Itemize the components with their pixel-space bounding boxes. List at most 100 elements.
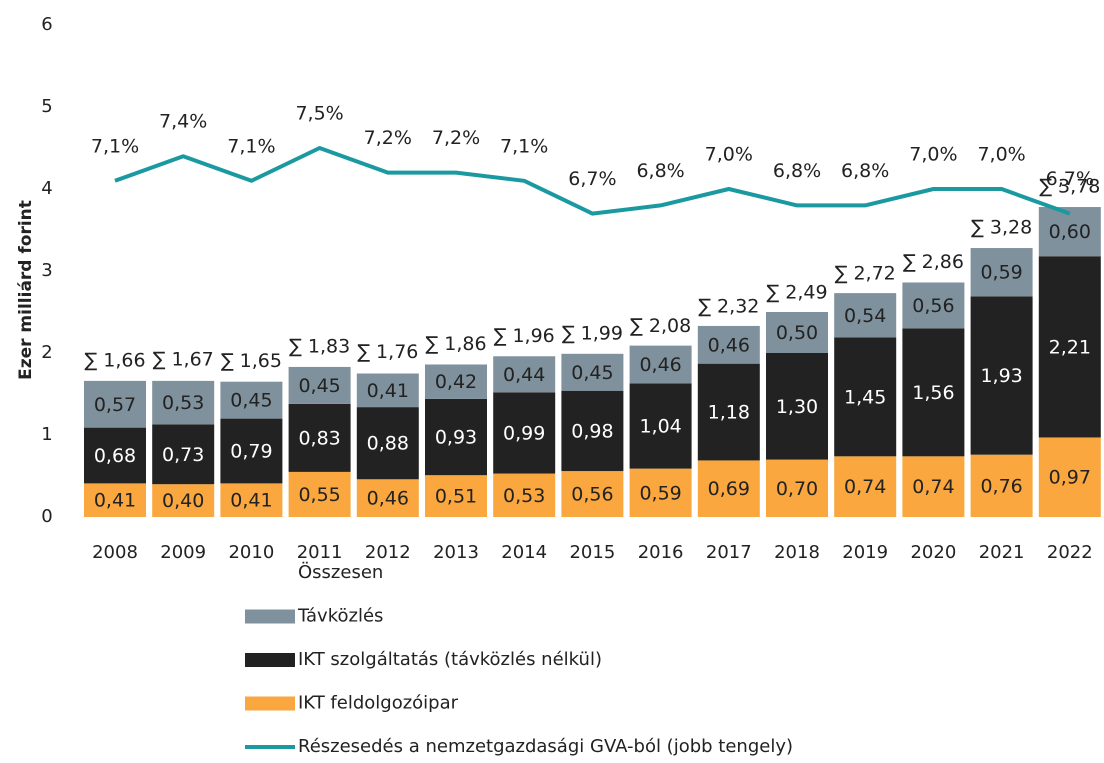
bar-segment	[220, 381, 283, 419]
bar-segment	[766, 312, 828, 353]
legend-label: IKT szolgáltatás (távközlés nélkül)	[298, 649, 602, 670]
bar-segment	[561, 390, 624, 472]
x-tick-label: 2016	[638, 542, 684, 563]
bar-segment	[970, 296, 1033, 455]
x-tick-label: 2022	[1047, 542, 1093, 563]
bar-segment	[902, 282, 965, 329]
bar-segment	[493, 392, 556, 474]
data-label: 1,04	[639, 415, 681, 437]
y-tick-label: 3	[41, 260, 52, 281]
line-label: 7,2%	[432, 127, 480, 149]
bar-segment	[970, 248, 1033, 297]
line-label: 6,7%	[1046, 168, 1094, 190]
legend-label: Távközlés	[297, 606, 383, 627]
total-label: ∑ 1,66	[84, 349, 145, 371]
line-label: 7,2%	[364, 127, 412, 149]
total-label: ∑ 1,76	[357, 341, 418, 363]
total-label: ∑ 1,67	[153, 349, 214, 371]
data-label: 0,56	[571, 484, 613, 506]
data-label: 0,57	[94, 394, 136, 416]
data-label: 1,93	[980, 365, 1022, 387]
x-tick-label: 2015	[569, 542, 615, 563]
bar-segment	[1038, 437, 1101, 517]
total-label: ∑ 2,86	[903, 251, 964, 273]
total-label: ∑ 1,83	[289, 335, 350, 357]
bar-segment	[493, 356, 556, 393]
x-tick-label: 2018	[774, 542, 820, 563]
data-label: 0,50	[776, 322, 818, 344]
data-label: 0,41	[94, 490, 136, 512]
y-tick-label: 1	[41, 424, 52, 445]
bar-segment	[356, 373, 419, 408]
data-label: 0,45	[571, 362, 613, 384]
bar-segment	[970, 454, 1033, 517]
data-label: 0,40	[162, 490, 204, 512]
x-tick-label: 2021	[979, 542, 1025, 563]
bar-segment	[561, 471, 624, 517]
data-label: 0,59	[980, 262, 1022, 284]
bar-segment	[629, 345, 692, 384]
total-label: ∑ 2,49	[766, 281, 827, 303]
bar-segment	[834, 293, 897, 338]
bar-segment	[1038, 207, 1101, 257]
bar-segment	[629, 383, 692, 469]
data-label: 0,46	[639, 354, 681, 376]
data-label: 0,70	[776, 478, 818, 500]
x-tick-label: 2008	[92, 542, 138, 563]
line-label: 6,8%	[841, 160, 889, 182]
total-label: ∑ 1,86	[425, 333, 486, 355]
y-tick-label: 6	[41, 14, 52, 35]
line-label: 7,0%	[977, 144, 1025, 166]
bar-segment	[697, 363, 760, 461]
data-label: 0,45	[298, 375, 340, 397]
y-tick-label: 2	[41, 342, 52, 363]
line-label: 7,1%	[91, 135, 139, 157]
bar-segment	[493, 473, 556, 517]
bar-segment	[766, 353, 828, 460]
bar-segment	[766, 459, 828, 517]
bar-segment	[84, 427, 146, 484]
legend-swatch	[245, 609, 295, 624]
total-label: ∑ 3,28	[971, 217, 1032, 239]
bar-segment	[84, 483, 146, 517]
bar-segment	[1038, 256, 1101, 438]
data-label: 0,68	[94, 445, 136, 467]
data-label: 0,56	[912, 295, 954, 317]
data-label: 0,93	[435, 427, 477, 449]
line-label: 6,8%	[636, 160, 684, 182]
data-label: 0,74	[844, 476, 886, 498]
data-label: 0,69	[708, 478, 750, 500]
legend-label: Részesedés a nemzetgazdasági GVA-ból (jo…	[298, 736, 793, 757]
x-tick-label: 2011	[297, 542, 343, 563]
bar-segment	[697, 460, 760, 517]
total-label: ∑ 2,08	[630, 315, 691, 337]
line-label: 7,1%	[500, 135, 548, 157]
x-tick-label: 2017	[706, 542, 752, 563]
y-tick-label: 0	[41, 506, 52, 527]
bar-segment	[288, 471, 351, 517]
data-label: 0,46	[367, 488, 409, 510]
data-label: 0,97	[1049, 467, 1091, 489]
data-label: 0,46	[708, 334, 750, 356]
x-tick-label: 2020	[910, 542, 956, 563]
line	[114, 146, 1071, 216]
bar-segment	[288, 366, 351, 404]
line-label: 7,0%	[705, 144, 753, 166]
y-tick-label: 4	[41, 178, 52, 199]
total-label: ∑ 3,78	[1039, 176, 1100, 198]
data-label: 0,54	[844, 305, 886, 327]
bar-segment	[902, 328, 965, 457]
bar-segment	[152, 380, 215, 425]
bar-segment	[425, 364, 487, 399]
data-label: 0,55	[298, 484, 340, 506]
data-label: 0,53	[503, 485, 545, 507]
legend-swatch	[245, 653, 295, 667]
legend-label: Összesen	[298, 561, 383, 583]
data-label: 0,51	[435, 486, 477, 508]
bar-segment	[220, 483, 283, 517]
total-label: ∑ 1,96	[494, 325, 555, 347]
line-label: 7,0%	[909, 144, 957, 166]
data-label: 0,73	[162, 444, 204, 466]
line-label: 6,8%	[773, 160, 821, 182]
data-label: 1,30	[776, 396, 818, 418]
